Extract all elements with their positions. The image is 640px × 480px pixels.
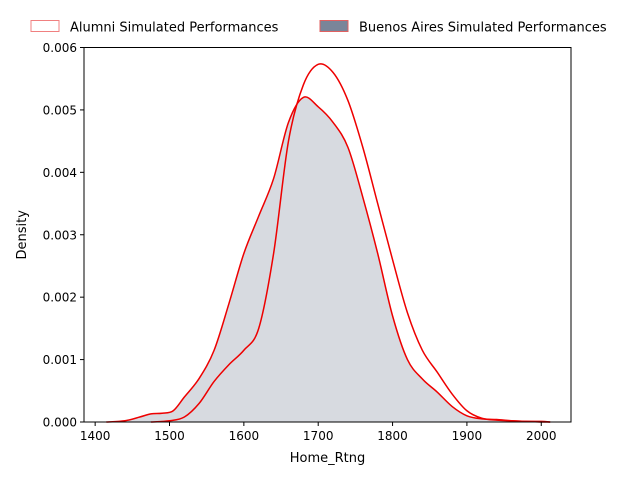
y-axis-label: Density [15, 210, 30, 260]
legend-swatch-buenos-aires [319, 20, 349, 32]
legend-label-alumni: Alumni Simulated Performances [70, 21, 279, 36]
x-axis: 1400 1500 1600 1700 1800 1900 2000 [80, 422, 557, 443]
x-tick-label: 1800 [377, 429, 408, 443]
x-tick-label: 1500 [154, 429, 185, 443]
x-axis-label: Home_Rtng [290, 451, 366, 466]
x-tick-label: 1700 [303, 429, 334, 443]
plot-area [106, 63, 551, 423]
y-tick-label: 0.004 [43, 166, 77, 180]
y-tick-label: 0.000 [43, 416, 77, 430]
density-line-buenos-aires [106, 96, 551, 423]
y-tick-label: 0.003 [43, 228, 77, 242]
y-tick-label: 0.001 [43, 353, 77, 367]
y-tick-label: 0.002 [43, 291, 77, 305]
x-tick-label: 2000 [526, 429, 557, 443]
x-tick-label: 1900 [452, 429, 483, 443]
legend-label-buenos-aires: Buenos Aires Simulated Performances [359, 21, 607, 36]
density-area-buenos-aires [106, 96, 551, 423]
x-tick-label: 1600 [229, 429, 260, 443]
y-tick-label: 0.005 [43, 103, 77, 117]
y-tick-label: 0.006 [43, 41, 77, 55]
x-tick-label: 1400 [80, 429, 111, 443]
density-area-alumni [150, 63, 551, 423]
y-axis: 0.000 0.001 0.002 0.003 0.004 0.005 0.006 [43, 41, 84, 430]
legend: Alumni Simulated Performances Buenos Air… [30, 20, 607, 36]
legend-swatch-alumni [30, 20, 60, 32]
